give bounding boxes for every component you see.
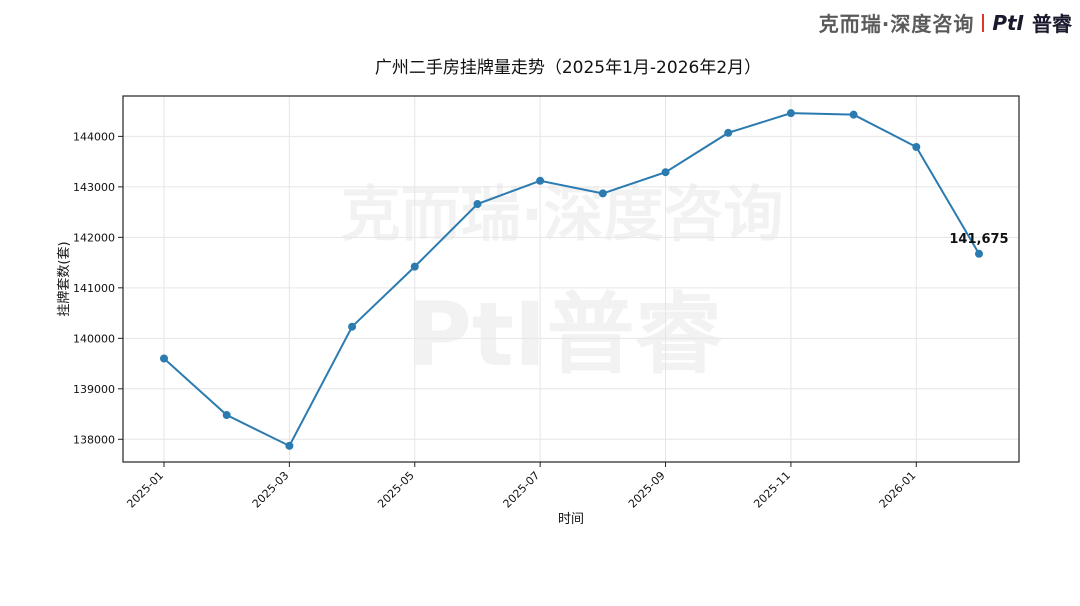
y-tick-label: 139000	[73, 383, 115, 396]
brand-company-name: 克而瑞·深度咨询	[818, 12, 975, 36]
data-point	[285, 441, 294, 450]
data-point	[849, 110, 858, 119]
brand-logo-cn: 普睿	[1032, 12, 1072, 36]
data-point	[598, 189, 607, 198]
x-axis-label: 时间	[558, 512, 584, 527]
series-line	[163, 112, 980, 448]
watermark: 克而瑞·深度咨询 PtI普睿	[341, 180, 784, 386]
x-axis: 2025-01 2025-03 2025-05 2025-07 2025-09 2025-…	[124, 462, 918, 511]
data-point	[160, 354, 168, 363]
data-point	[536, 176, 545, 185]
data-point	[661, 168, 670, 177]
watermark-line2: PtI普睿	[407, 283, 723, 386]
data-point	[410, 262, 419, 271]
brand-logo: PtI	[992, 10, 1024, 35]
x-tick-label: 2025-01	[124, 469, 166, 511]
brand-header: 克而瑞·深度咨询 PtI 普睿	[819, 8, 1072, 37]
data-point	[222, 411, 231, 420]
x-tick-label: 2026-01	[877, 469, 919, 511]
y-tick-label: 138000	[73, 433, 115, 446]
x-tick-label: 2025-09	[626, 469, 668, 511]
y-tick-label: 143000	[73, 181, 115, 194]
last-value-label: 141,675	[949, 232, 1008, 247]
x-tick-label: 2025-07	[501, 469, 543, 511]
x-tick-label: 2025-11	[751, 469, 793, 511]
plot-frame	[122, 95, 1020, 463]
grid-layer	[123, 96, 1019, 462]
data-point	[912, 142, 921, 151]
y-tick-label: 144000	[73, 130, 115, 143]
x-tick-label: 2025-05	[375, 469, 417, 511]
y-tick-label: 141000	[73, 282, 115, 295]
watermark-line1: 克而瑞·深度咨询	[341, 180, 784, 250]
data-point	[786, 109, 795, 118]
data-point	[348, 322, 357, 331]
y-axis: 138000 139000 140000 141000 142000 143000 1440…	[73, 130, 123, 446]
y-tick-label: 140000	[73, 332, 115, 345]
data-point	[473, 200, 482, 209]
y-tick-label: 142000	[73, 231, 115, 244]
x-tick-label: 2025-03	[250, 469, 292, 511]
brand-separator	[982, 13, 985, 32]
data-point	[724, 128, 733, 137]
series-layer: 141,675	[160, 109, 1009, 450]
y-axis-label: 挂牌套数(套)	[56, 241, 72, 316]
data-point	[975, 249, 983, 258]
chart-title: 广州二手房挂牌量走势（2025年1月-2026年2月）	[375, 58, 761, 78]
